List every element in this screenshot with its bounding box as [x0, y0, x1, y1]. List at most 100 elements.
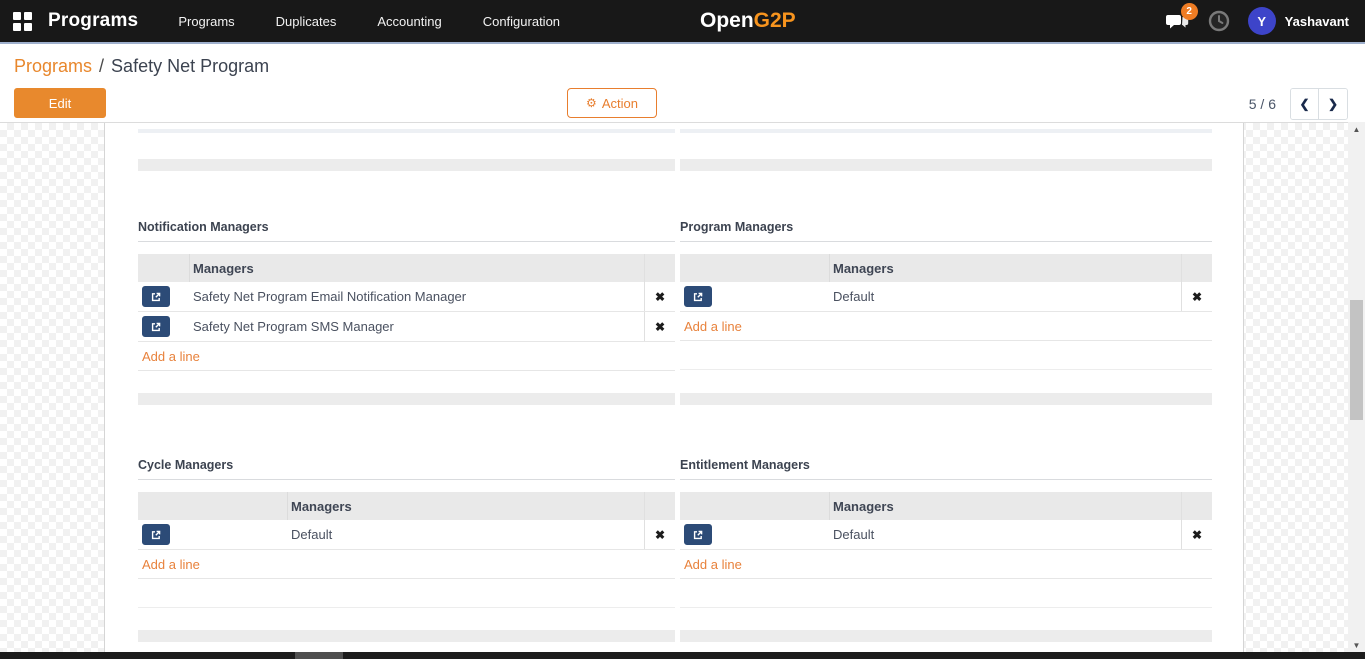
table-row: Default ✖	[680, 520, 1212, 550]
open-record-button[interactable]	[684, 286, 712, 307]
add-a-line-link[interactable]: Add a line	[142, 348, 200, 364]
table-footer-stripes	[138, 630, 1212, 642]
add-line-row: Add a line	[138, 550, 675, 579]
remove-row-icon[interactable]: ✖	[1191, 527, 1203, 542]
pager-buttons: ❮ ❯	[1290, 88, 1348, 120]
cycle-managers-table: Managers Default ✖	[138, 492, 675, 608]
breadcrumb: Programs / Safety Net Program	[0, 44, 1365, 88]
section-notification-managers: Notification Managers Managers	[138, 220, 675, 371]
external-link-icon	[151, 292, 161, 301]
column-header-managers: Managers	[833, 260, 894, 276]
add-a-line-link[interactable]: Add a line	[684, 318, 742, 334]
scroll-up-arrow-icon[interactable]: ▲	[1352, 124, 1361, 134]
table-header-row: Managers	[138, 254, 675, 282]
user-name: Yashavant	[1284, 13, 1349, 29]
table-header-row: Managers	[680, 254, 1212, 282]
open-record-button[interactable]	[684, 524, 712, 545]
control-panel: Edit ⚙ Action 5 / 6 ❮ ❯	[0, 88, 1365, 122]
section-title: Cycle Managers	[138, 458, 675, 480]
breadcrumb-current: Safety Net Program	[111, 55, 270, 76]
scrolled-table-remnant-thick	[138, 159, 1212, 171]
navbar-right: 2 Y Yashavant	[1164, 0, 1365, 42]
menu-item-accounting[interactable]: Accounting	[377, 13, 442, 29]
notification-managers-table: Managers Safety Net Program Email Notifi…	[138, 254, 675, 371]
section-entitlement-managers: Entitlement Managers Managers	[680, 458, 1212, 608]
remove-row-icon[interactable]: ✖	[654, 319, 666, 334]
manager-name: Safety Net Program Email Notification Ma…	[193, 289, 467, 304]
external-link-icon	[151, 530, 161, 539]
table-row: Default ✖	[680, 282, 1212, 312]
logo-g2p-text: G2P	[753, 9, 796, 32]
table-row: Default ✖	[138, 520, 675, 550]
section-title: Entitlement Managers	[680, 458, 1212, 480]
top-navbar: Programs Programs Duplicates Accounting …	[0, 0, 1365, 44]
menu-item-configuration[interactable]: Configuration	[482, 13, 561, 29]
table-row: Safety Net Program SMS Manager ✖	[138, 312, 675, 342]
logo-open-text: Open	[700, 9, 754, 32]
column-header-managers: Managers	[193, 260, 254, 276]
remove-row-icon[interactable]: ✖	[654, 289, 666, 304]
chevron-left-icon: ❮	[1299, 97, 1310, 111]
open-record-button[interactable]	[142, 316, 170, 337]
section-program-managers: Program Managers Managers	[680, 220, 1212, 371]
action-button-label: Action	[601, 95, 638, 111]
table-row: Safety Net Program Email Notification Ma…	[138, 282, 675, 312]
section-title: Notification Managers	[138, 220, 675, 242]
pager-previous-button[interactable]: ❮	[1291, 89, 1319, 119]
scroll-down-arrow-icon[interactable]: ▼	[1352, 640, 1361, 650]
action-button[interactable]: ⚙ Action	[567, 88, 657, 118]
column-header-managers: Managers	[833, 498, 894, 514]
program-managers-table: Managers Default ✖	[680, 254, 1212, 370]
external-link-icon	[693, 530, 703, 539]
messages-icon[interactable]: 2	[1164, 3, 1198, 34]
user-menu[interactable]: Y Yashavant	[1247, 7, 1349, 35]
user-avatar: Y	[1247, 7, 1276, 35]
empty-table-row	[138, 579, 675, 608]
scrolled-table-remnant-thin	[138, 123, 1212, 133]
breadcrumb-separator: /	[99, 55, 105, 76]
pager-next-button[interactable]: ❯	[1319, 89, 1347, 119]
empty-table-row	[680, 579, 1212, 608]
empty-table-row	[680, 341, 1212, 370]
section-cycle-managers: Cycle Managers Managers	[138, 458, 675, 608]
manager-name: Safety Net Program SMS Manager	[193, 319, 394, 334]
add-line-row: Add a line	[680, 550, 1212, 579]
navbar-left: Programs Programs Duplicates Accounting …	[0, 10, 560, 32]
vertical-scrollbar[interactable]: ▲ ▼	[1348, 122, 1365, 652]
edit-button[interactable]: Edit	[14, 88, 106, 118]
gear-icon: ⚙	[586, 96, 597, 110]
chevron-right-icon: ❯	[1327, 97, 1339, 111]
horizontal-scrollbar-thumb[interactable]	[295, 652, 343, 659]
add-a-line-link[interactable]: Add a line	[684, 556, 742, 572]
remove-row-icon[interactable]: ✖	[1191, 289, 1203, 304]
manager-name: Default	[833, 527, 875, 542]
column-header-managers: Managers	[291, 498, 352, 514]
apps-menu-icon[interactable]	[13, 11, 32, 31]
table-header-row: Managers	[680, 492, 1212, 520]
record-pager: 5 / 6 ❮ ❯	[1249, 88, 1365, 120]
menu-item-duplicates[interactable]: Duplicates	[275, 13, 337, 29]
external-link-icon	[693, 292, 703, 301]
section-title: Program Managers	[680, 220, 1212, 242]
add-line-row: Add a line	[138, 342, 675, 371]
content-area: Notification Managers Managers	[0, 122, 1365, 652]
breadcrumb-parent-link[interactable]: Programs	[14, 55, 93, 76]
vertical-scrollbar-thumb[interactable]	[1350, 300, 1363, 420]
pager-count: 5 / 6	[1248, 96, 1276, 112]
open-record-button[interactable]	[142, 286, 170, 307]
entitlement-managers-table: Managers Default ✖	[680, 492, 1212, 608]
open-record-button[interactable]	[142, 524, 170, 545]
horizontal-scrollbar[interactable]	[0, 652, 1365, 659]
openg2p-logo: Open G2P	[700, 0, 796, 42]
add-a-line-link[interactable]: Add a line	[142, 556, 200, 572]
add-line-row: Add a line	[680, 312, 1212, 341]
external-link-icon	[151, 322, 161, 331]
remove-row-icon[interactable]: ✖	[654, 527, 666, 542]
main-menu: Programs Duplicates Accounting Configura…	[178, 14, 560, 29]
form-sheet: Notification Managers Managers	[104, 123, 1244, 652]
manager-name: Default	[291, 527, 333, 542]
activities-clock-icon[interactable]	[1208, 10, 1230, 32]
table-header-row: Managers	[138, 492, 675, 520]
menu-item-programs[interactable]: Programs	[178, 13, 235, 29]
app-brand-title[interactable]: Programs	[48, 10, 139, 31]
